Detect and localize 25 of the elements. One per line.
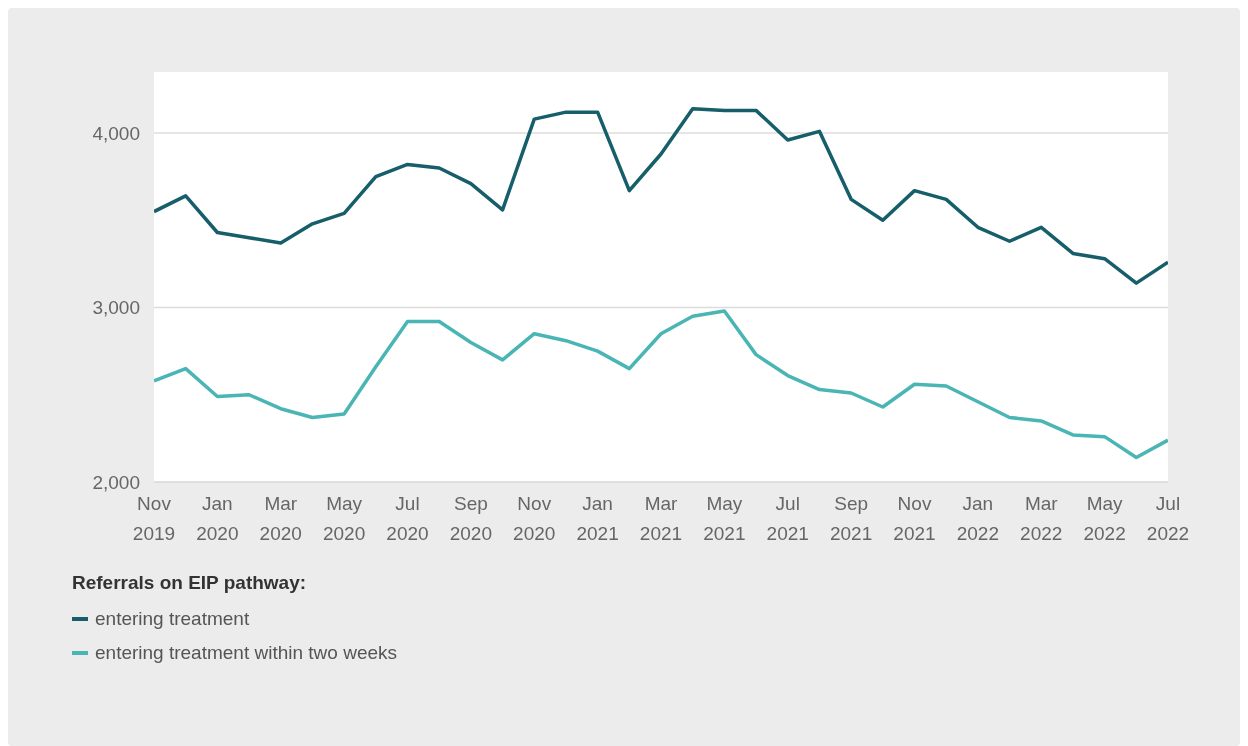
x-tick-label: Nov 2019 — [132, 493, 176, 544]
x-tick-label: May 2020 — [322, 493, 366, 544]
x-tick-label: Sep 2020 — [449, 493, 493, 544]
y-tick-label: 2,000 — [92, 471, 140, 493]
x-tick-label: Jan 2020 — [196, 493, 239, 544]
x-tick-label: Mar 2022 — [1020, 493, 1063, 544]
line-series — [154, 309, 1168, 460]
y-tick-label: 3,000 — [92, 297, 140, 319]
x-tick-label: Jul 2021 — [766, 493, 809, 544]
legend-label: entering treatment — [95, 608, 250, 630]
legend-label: entering treatment within two weeks — [95, 642, 398, 664]
x-tick-label: Jul 2020 — [386, 493, 429, 544]
x-tick-label: Jan 2022 — [956, 493, 1000, 544]
y-tick-label: 4,000 — [92, 122, 140, 144]
x-tick-label: Mar 2021 — [639, 493, 683, 544]
x-tick-label: Nov 2020 — [513, 493, 556, 544]
x-tick-label: Jan 2021 — [576, 493, 619, 544]
x-tick-label: Nov 2021 — [893, 493, 936, 544]
x-tick-label: May 2021 — [703, 493, 746, 544]
x-tick-label: Jul 2022 — [1146, 493, 1190, 544]
x-tick-label: May 2022 — [1083, 493, 1126, 544]
legend-title: Referrals on EIP pathway: — [72, 572, 308, 594]
x-tick-label: Mar 2020 — [259, 493, 302, 544]
x-tick-label: Sep 2021 — [829, 493, 873, 544]
line-series — [154, 106, 1168, 285]
